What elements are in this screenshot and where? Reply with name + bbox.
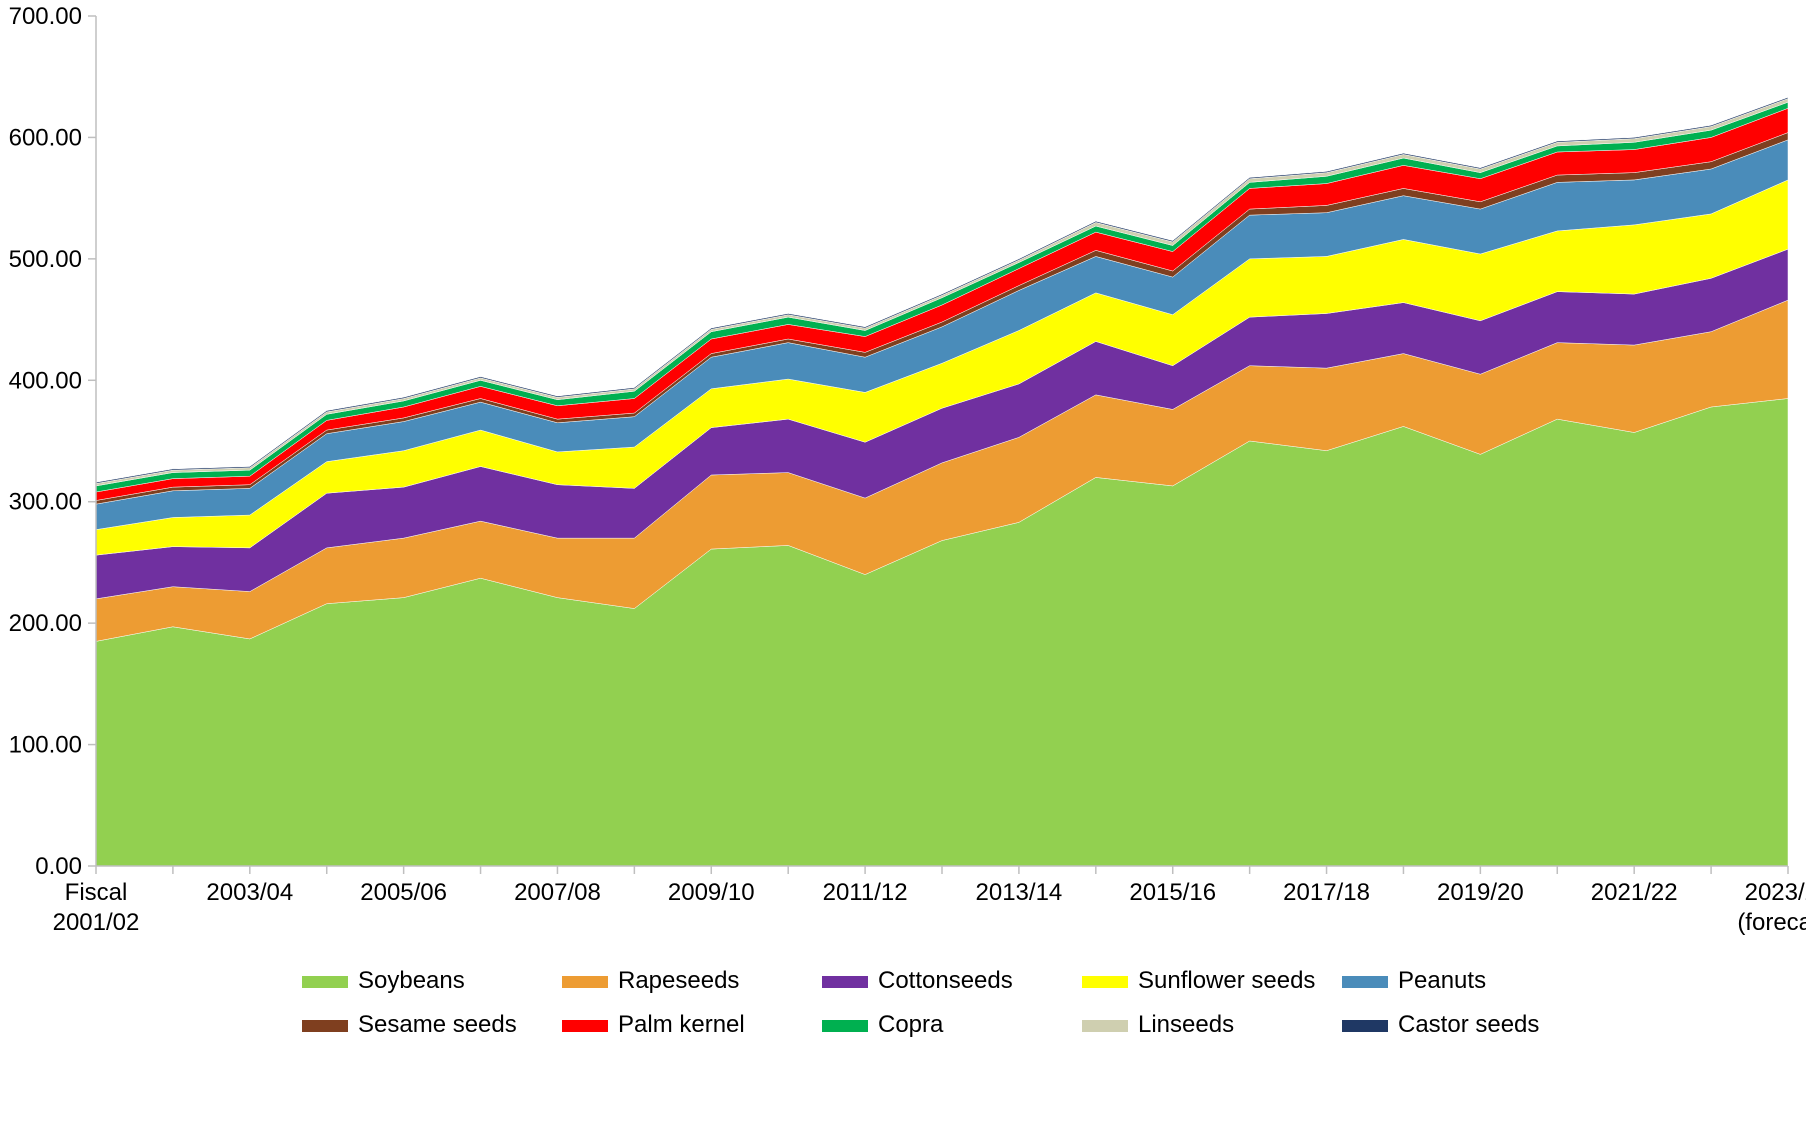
legend-swatch-palm-kernel	[562, 1020, 608, 1032]
legend-label-rapeseeds: Rapeseeds	[618, 967, 739, 994]
x-tick-label: 2013/14	[976, 879, 1063, 906]
x-tick-label-group: 2015/16	[1129, 879, 1216, 906]
legend-label-peanuts: Peanuts	[1398, 967, 1486, 994]
legend-swatch-sunflower-seeds	[1082, 976, 1128, 988]
legend-swatch-linseeds	[1082, 1020, 1128, 1032]
x-tick-label-group: 2007/08	[514, 879, 601, 906]
x-tick-label-group: 2019/20	[1437, 879, 1524, 906]
y-tick-label: 500.00	[9, 246, 82, 273]
y-tick-label: 400.00	[9, 367, 82, 394]
x-tick-label: 2017/18	[1283, 879, 1370, 906]
x-tick-label-group: 2003/04	[206, 879, 293, 906]
x-tick-label: 2001/02	[53, 909, 140, 936]
legend-swatch-sesame-seeds	[302, 1020, 348, 1032]
legend-swatch-soybeans	[302, 976, 348, 988]
x-tick-label: 2015/16	[1129, 879, 1216, 906]
legend-label-cottonseeds: Cottonseeds	[878, 967, 1013, 994]
chart-svg: 0.00 100.00 200.00 300.00 400.00 500.00 600.00…	[0, 0, 1806, 1122]
legend-label-copra: Copra	[878, 1011, 944, 1038]
x-tick-label: (forecast)	[1737, 909, 1806, 936]
y-tick-label: 600.00	[9, 124, 82, 151]
legend-swatch-peanuts	[1342, 976, 1388, 988]
x-tick-label: 2005/06	[360, 879, 447, 906]
legend-swatch-cottonseeds	[822, 976, 868, 988]
x-tick-label: 2011/12	[823, 879, 908, 906]
y-tick-label: 200.00	[9, 610, 82, 637]
x-tick-label-group: 2009/10	[668, 879, 755, 906]
x-tick-label: 2021/22	[1591, 879, 1678, 906]
x-tick-label: 2009/10	[668, 879, 755, 906]
x-tick-label-group: 2017/18	[1283, 879, 1370, 906]
legend-label-soybeans: Soybeans	[358, 967, 465, 994]
x-tick-label-group: 2011/12	[823, 879, 908, 906]
y-tick-label: 700.00	[9, 3, 82, 30]
x-tick-label: 2023/24	[1745, 879, 1806, 906]
y-tick-label: 0.00	[35, 853, 82, 880]
x-tick-label-group: 2013/14	[976, 879, 1063, 906]
x-tick-label: 2007/08	[514, 879, 601, 906]
legend-swatch-copra	[822, 1020, 868, 1032]
y-tick-label: 100.00	[9, 732, 82, 759]
x-tick-label-group: 2021/22	[1591, 879, 1678, 906]
oilseed-stacked-area-chart: 0.00 100.00 200.00 300.00 400.00 500.00 600.00…	[0, 0, 1806, 1122]
legend-label-linseeds: Linseeds	[1138, 1011, 1234, 1038]
legend-label-palm-kernel: Palm kernel	[618, 1011, 745, 1038]
legend-swatch-castor-seeds	[1342, 1020, 1388, 1032]
x-tick-label: 2019/20	[1437, 879, 1524, 906]
legend-label-sunflower-seeds: Sunflower seeds	[1138, 967, 1315, 994]
x-tick-label: Fiscal	[65, 879, 128, 906]
legend-swatch-rapeseeds	[562, 976, 608, 988]
legend-label-castor-seeds: Castor seeds	[1398, 1011, 1539, 1038]
x-tick-label: 2003/04	[206, 879, 293, 906]
legend-label-sesame-seeds: Sesame seeds	[358, 1011, 517, 1038]
y-tick-label: 300.00	[9, 489, 82, 516]
x-tick-label-group: 2005/06	[360, 879, 447, 906]
